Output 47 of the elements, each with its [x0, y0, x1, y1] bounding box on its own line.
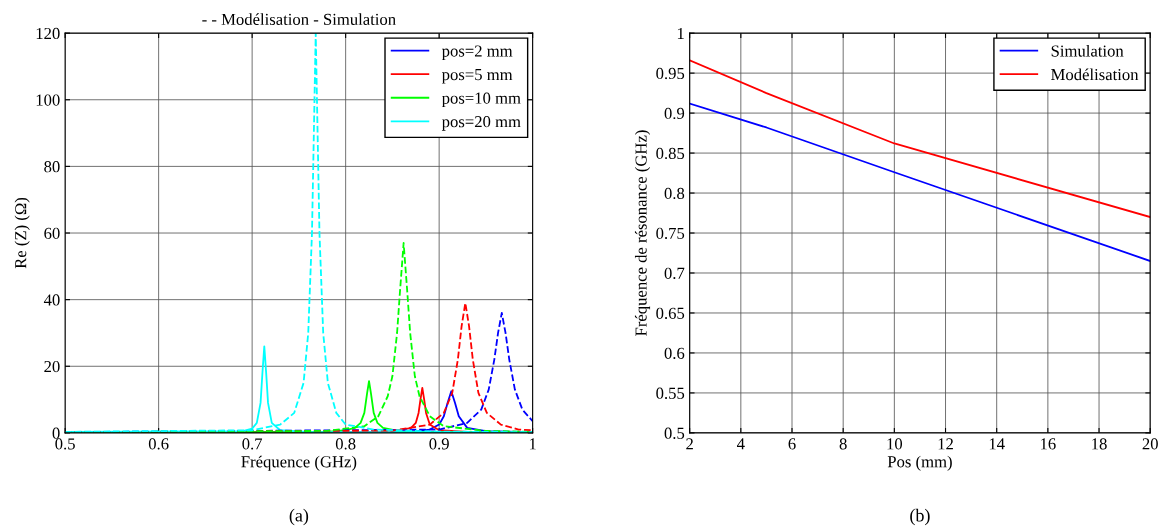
y-tick-label: 0	[52, 427, 60, 439]
text: (b)	[910, 508, 930, 526]
x-tick-label: 8	[839, 438, 847, 450]
legend-label: pos=20 mm	[441, 116, 521, 131]
y-tick-label: 100	[36, 94, 60, 106]
x-tick-label: 1	[529, 438, 536, 450]
x-tick-label: 0.8	[335, 438, 356, 450]
x-tick-label: 6	[788, 438, 796, 450]
y-axis-title: Re (Z) (Ω)	[14, 197, 30, 269]
x-tick-label: 0.7	[242, 438, 263, 450]
y-tick-label: 0.85	[656, 147, 685, 160]
x-tick-label: 4	[736, 438, 745, 450]
text: (a)	[289, 508, 309, 526]
y-tick-label: 0.75	[656, 227, 685, 240]
chart-title: - - Modélisation - Simulation	[202, 13, 396, 25]
legend-label: pos=2 mm	[441, 45, 513, 61]
x-tick-label: 14	[989, 438, 1005, 450]
y-tick-label: 0.95	[656, 67, 685, 80]
legend-label: Simulation	[1051, 44, 1124, 57]
legend-label: pos=5 mm	[441, 69, 513, 84]
x-tick-label: 0.9	[429, 438, 449, 450]
x-tick-label: 0.6	[148, 438, 169, 450]
legend-label: Modélisation	[1051, 68, 1139, 81]
y-tick-label: 20	[44, 360, 60, 373]
x-tick-label: 12	[938, 438, 953, 450]
y-tick-label: 0.9	[664, 107, 685, 120]
y-tick-label: 0.6	[664, 347, 685, 359]
y-tick-label: 40	[43, 294, 60, 306]
y-tick-label: 60	[44, 227, 60, 239]
y-tick-label: 0.55	[656, 387, 685, 399]
x-tick-label: 16	[1041, 438, 1056, 450]
x-tick-label: 10	[887, 438, 903, 450]
y-axis-title: Fréquence de résonance (GHz)	[634, 130, 651, 336]
x-tick-label: 18	[1092, 438, 1107, 450]
x-axis-title: Pos (mm)	[887, 455, 952, 471]
y-tick-label: 0.5	[664, 427, 685, 439]
x-tick-label: 2	[686, 438, 693, 450]
y-tick-label: 0.7	[664, 267, 685, 280]
x-tick-label: 0.5	[55, 438, 75, 450]
x-tick-label: 20	[1142, 438, 1158, 450]
y-tick-label: 120	[36, 27, 60, 40]
legend-label: pos=10 mm	[441, 92, 521, 108]
y-tick-label: 80	[44, 161, 60, 173]
y-tick-label: 0.65	[656, 307, 685, 319]
y-tick-label: 0.8	[664, 187, 685, 200]
y-tick-label: 1	[677, 27, 684, 39]
x-axis-title: Fréquence (GHz)	[241, 455, 357, 471]
